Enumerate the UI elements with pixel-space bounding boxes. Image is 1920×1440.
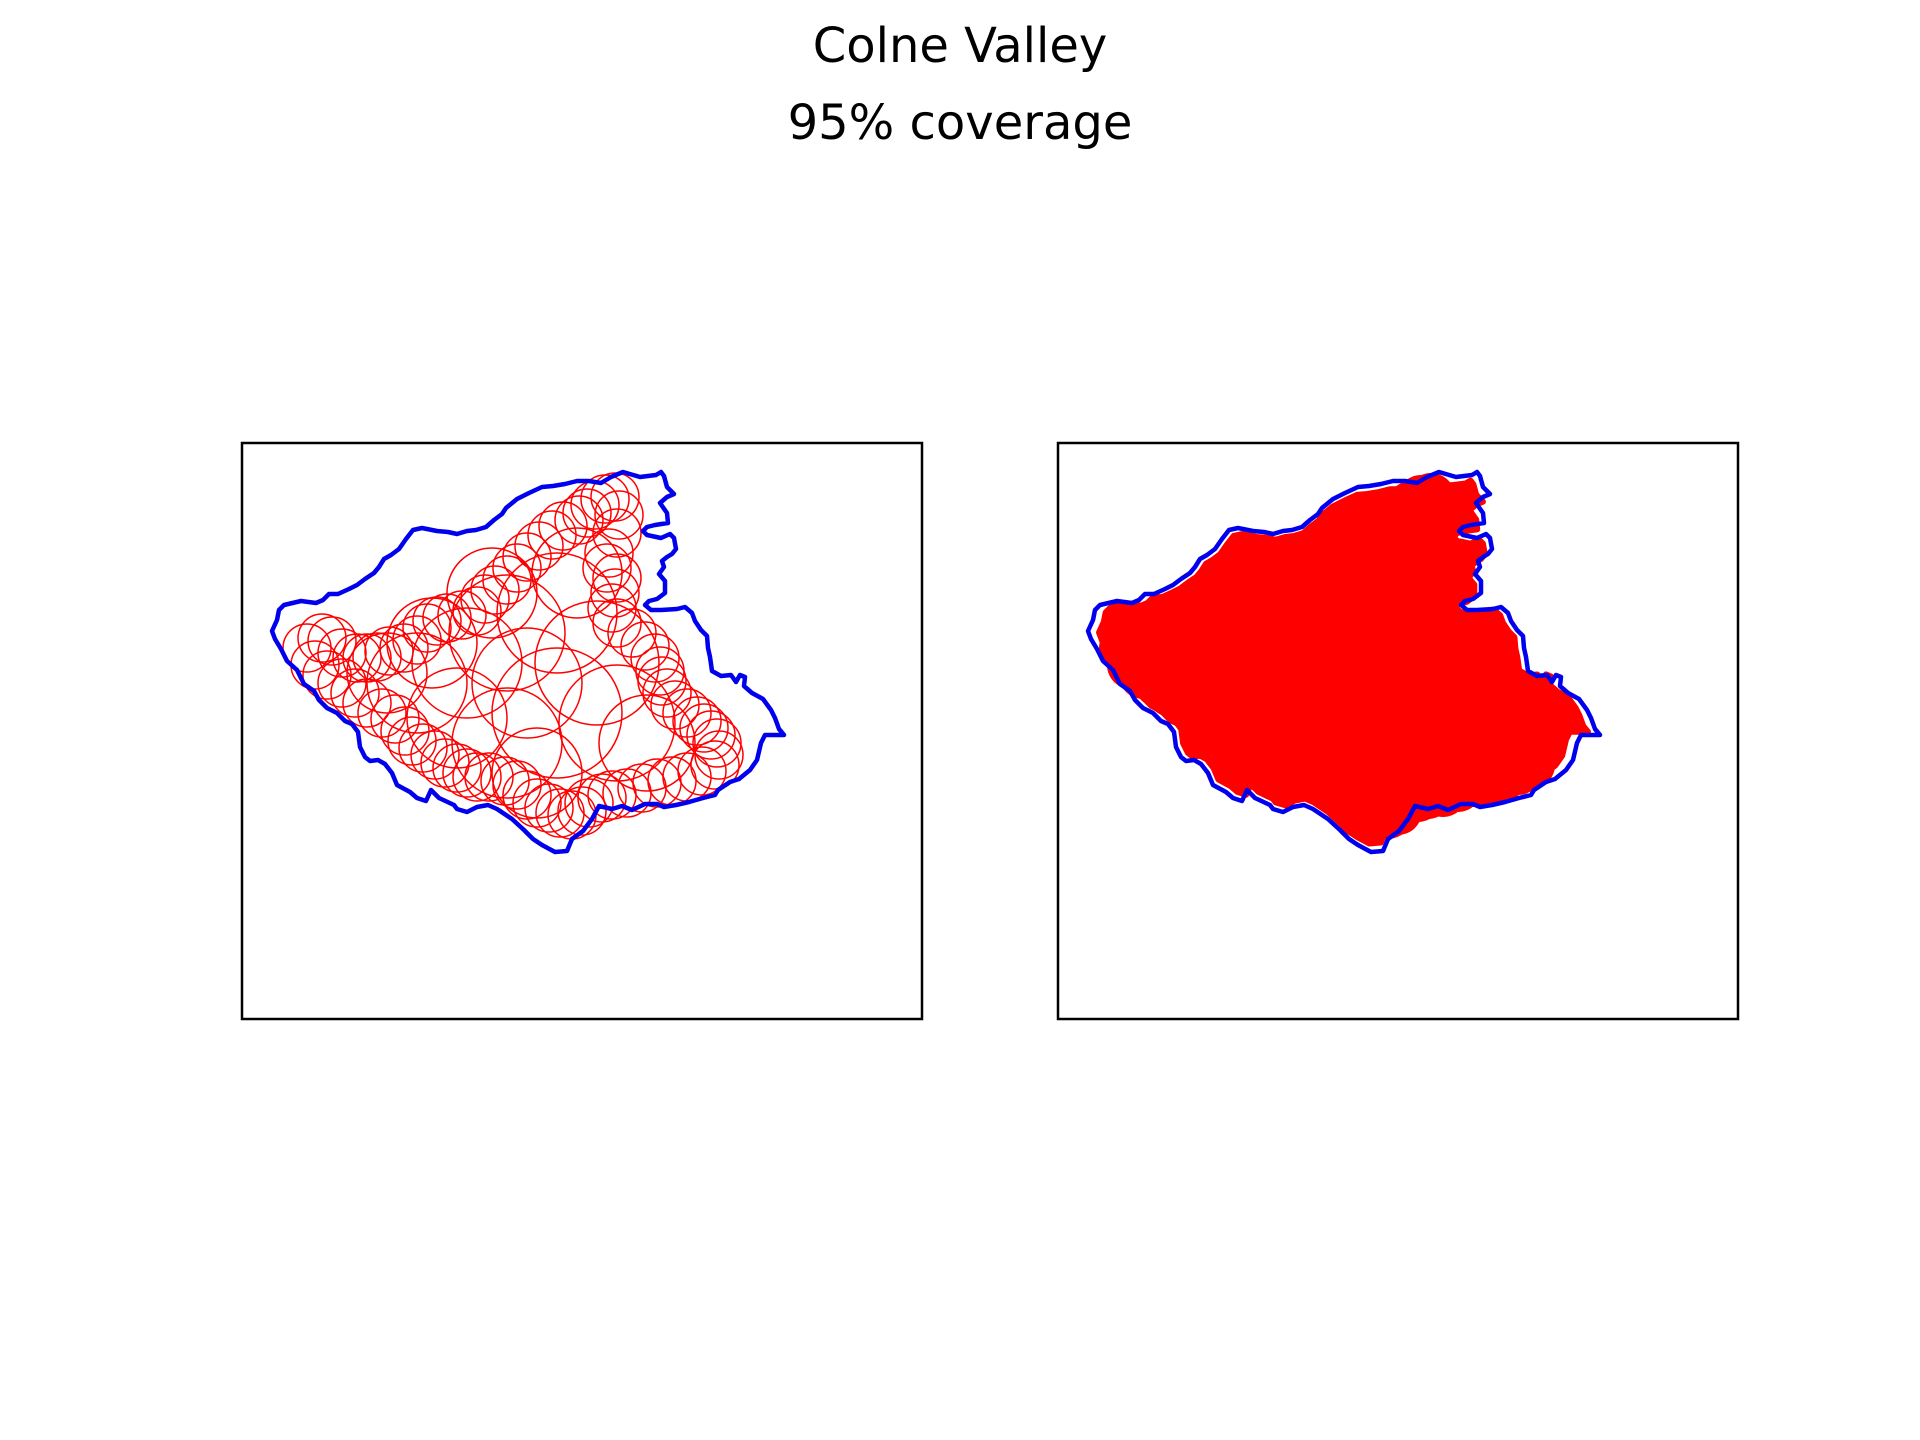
- district-boundary: [1085, 469, 1603, 855]
- map-panel-filled-coverage: [1056, 441, 1740, 1021]
- coverage-circle: [392, 615, 442, 665]
- coverage-circle: [370, 694, 420, 744]
- coverage-circle: [471, 627, 583, 739]
- coverage-circle: [406, 667, 508, 769]
- coverage-circle: [491, 647, 623, 779]
- coverage-filled-area: [1096, 473, 1591, 847]
- coverage-circle: [502, 532, 552, 582]
- coverage-circle: [357, 688, 407, 738]
- coverage-circle: [366, 632, 468, 734]
- coverage-circle: [630, 633, 680, 683]
- coverage-circle: [557, 786, 607, 836]
- coverage-circle: [554, 495, 604, 545]
- coverage-circle: [330, 668, 380, 718]
- coverage-circle: [452, 752, 502, 802]
- panel-frame: [240, 441, 924, 1021]
- coverage-circle: [297, 613, 347, 663]
- figure-subtitle: 95% coverage: [787, 95, 1133, 151]
- coverage-circle: [307, 616, 357, 666]
- coverage-circle: [587, 770, 637, 820]
- coverage-circle: [411, 607, 523, 719]
- coverage-circle: [302, 650, 352, 700]
- coverage-circle: [492, 543, 542, 593]
- coverage-circle: [412, 596, 462, 646]
- coverage-circle: [592, 508, 642, 558]
- coverage-circle: [607, 608, 657, 658]
- coverage-circle: [679, 703, 729, 753]
- coverage-circle: [442, 748, 492, 798]
- coverage-circles-outline: [282, 472, 744, 840]
- coverage-circle: [448, 574, 566, 692]
- coverage-circle: [398, 723, 448, 773]
- coverage-circle: [535, 788, 585, 838]
- coverage-circle: [496, 552, 618, 674]
- coverage-circle: [332, 633, 382, 683]
- coverage-circle: [692, 718, 742, 768]
- coverage-circle: [642, 668, 692, 718]
- figure-title: Colne Valley: [812, 18, 1108, 74]
- coverage-circle: [637, 656, 687, 706]
- coverage-circle: [534, 600, 660, 726]
- coverage-circle: [491, 727, 583, 819]
- coverage-circle: [386, 597, 478, 689]
- coverage-circle: [564, 778, 614, 828]
- coverage-circle: [446, 547, 538, 639]
- coverage-circle-filled: [1107, 641, 1155, 689]
- coverage-circle: [592, 553, 642, 603]
- coverage-circle: [620, 621, 670, 671]
- coverage-circle: [470, 565, 520, 615]
- coverage-circle: [562, 488, 612, 538]
- district-map: [1085, 469, 1603, 855]
- coverage-circle: [582, 543, 632, 593]
- coverage-circle: [598, 694, 696, 792]
- coverage-circle: [686, 710, 736, 760]
- coverage-circle: [602, 768, 652, 818]
- district-boundary: [269, 469, 787, 855]
- coverage-circle: [460, 574, 510, 624]
- coverage-circle: [346, 632, 428, 714]
- coverage-circle: [690, 740, 740, 790]
- coverage-circle: [317, 658, 367, 708]
- coverage-circle: [584, 528, 634, 578]
- map-panel-circle-outlines: [240, 441, 924, 1021]
- coverage-circle: [387, 716, 437, 766]
- district-map: [269, 469, 787, 855]
- coverage-circle: [594, 490, 644, 540]
